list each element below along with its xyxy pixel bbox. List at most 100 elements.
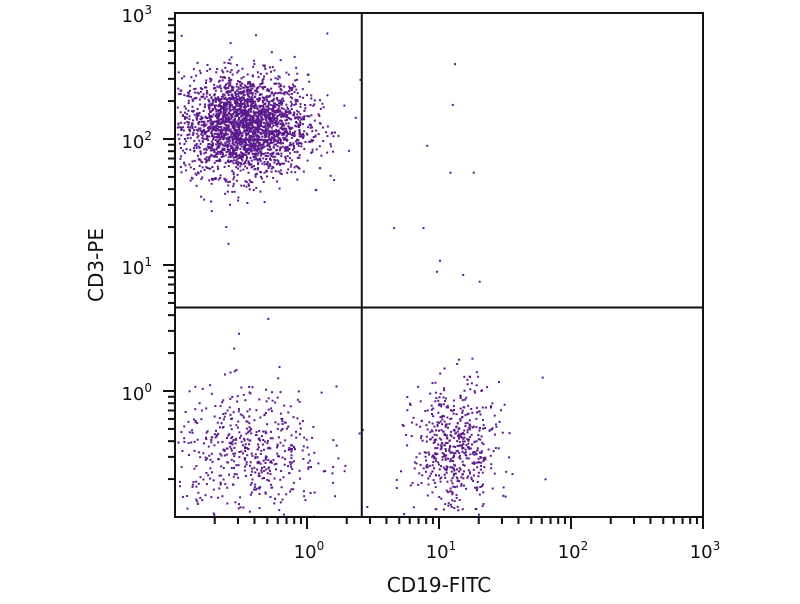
- data-point: [269, 118, 272, 121]
- data-point: [309, 104, 312, 106]
- data-point: [470, 382, 473, 385]
- data-point: [431, 470, 434, 473]
- data-point: [183, 151, 186, 154]
- data-point: [253, 130, 256, 133]
- data-point: [191, 483, 194, 486]
- data-point: [201, 387, 204, 390]
- data-point: [433, 457, 436, 460]
- data-point: [491, 402, 494, 405]
- data-point: [310, 97, 313, 100]
- data-point: [233, 108, 236, 111]
- data-point: [219, 75, 222, 78]
- data-point: [199, 103, 202, 106]
- data-point: [254, 173, 257, 176]
- data-point: [246, 410, 249, 413]
- data-point: [268, 101, 271, 104]
- data-point: [222, 152, 224, 155]
- data-point: [248, 184, 250, 187]
- data-point: [268, 95, 271, 98]
- data-point: [233, 123, 236, 126]
- data-point: [219, 84, 222, 87]
- data-point: [214, 125, 217, 128]
- data-point: [210, 452, 213, 455]
- data-point: [249, 105, 252, 108]
- data-point: [248, 145, 251, 148]
- data-point: [286, 145, 289, 148]
- data-point: [307, 466, 310, 469]
- data-point: [205, 151, 207, 154]
- data-point: [279, 169, 282, 172]
- data-point: [242, 168, 245, 171]
- data-point: [319, 107, 322, 110]
- data-point: [249, 139, 252, 142]
- data-point: [418, 452, 421, 455]
- data-point: [456, 450, 459, 453]
- data-point: [291, 83, 294, 86]
- data-point: [279, 146, 282, 149]
- data-point: [289, 463, 292, 466]
- data-point: [284, 115, 287, 118]
- data-point: [218, 144, 221, 147]
- data-point: [289, 126, 292, 129]
- data-point: [185, 148, 188, 151]
- data-point: [232, 439, 235, 441]
- data-point: [238, 153, 241, 156]
- data-point: [212, 100, 215, 103]
- data-point: [187, 123, 190, 126]
- data-point: [261, 101, 264, 104]
- data-point: [209, 77, 212, 80]
- data-point: [215, 136, 218, 139]
- data-point: [228, 91, 231, 93]
- data-point: [283, 404, 286, 407]
- data-point: [232, 122, 235, 125]
- data-point: [493, 433, 496, 436]
- data-point: [238, 118, 241, 121]
- data-point: [245, 115, 247, 118]
- data-point: [344, 464, 347, 467]
- data-point: [310, 138, 313, 141]
- data-point: [201, 176, 204, 179]
- data-point: [208, 103, 211, 106]
- data-point: [259, 109, 262, 112]
- data-point: [447, 406, 450, 409]
- data-point: [454, 446, 457, 449]
- data-point: [335, 385, 338, 388]
- data-point: [241, 67, 244, 70]
- data-point: [296, 156, 299, 159]
- data-point: [183, 425, 186, 428]
- data-point: [186, 134, 189, 137]
- data-point: [252, 65, 255, 68]
- data-point: [267, 467, 270, 470]
- data-point: [239, 165, 242, 168]
- data-point: [433, 467, 435, 470]
- data-point: [270, 483, 273, 486]
- data-point: [222, 138, 225, 141]
- data-point: [199, 159, 202, 162]
- data-point: [227, 124, 230, 127]
- data-point: [434, 447, 437, 450]
- data-point: [438, 403, 441, 406]
- data-point: [296, 151, 299, 154]
- data-point: [254, 152, 257, 155]
- data-point: [199, 496, 202, 499]
- data-point: [268, 112, 271, 115]
- data-point: [245, 106, 247, 109]
- data-point: [247, 131, 250, 134]
- data-point: [272, 151, 275, 154]
- data-point: [234, 115, 237, 118]
- data-point: [270, 138, 273, 141]
- data-point: [298, 422, 301, 425]
- data-point: [207, 474, 210, 477]
- data-point: [253, 121, 256, 124]
- data-point: [243, 139, 246, 142]
- data-point: [181, 495, 184, 498]
- data-point: [236, 112, 239, 115]
- data-point: [240, 450, 243, 453]
- data-point: [452, 445, 455, 448]
- data-point: [260, 154, 263, 157]
- data-point: [219, 137, 222, 140]
- data-point: [434, 391, 437, 394]
- data-point: [229, 424, 232, 427]
- data-point: [247, 109, 250, 111]
